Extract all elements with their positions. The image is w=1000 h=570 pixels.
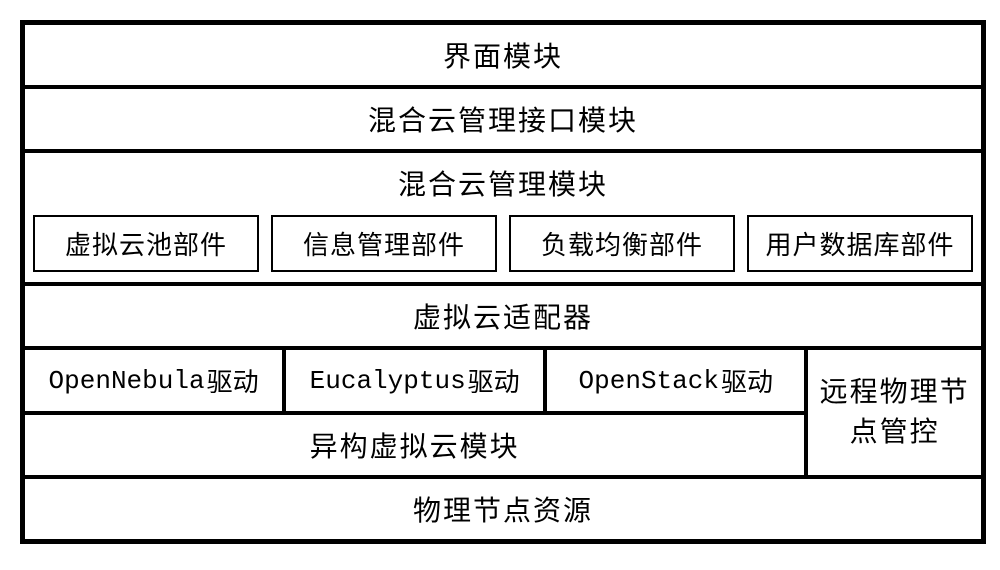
driver-openstack: OpenStack驱动 (545, 348, 806, 413)
driver-cn: 驱动 (207, 362, 259, 399)
driver-en: Eucalyptus (310, 366, 466, 396)
mgmt-components: 虚拟云池部件 信息管理部件 负载均衡部件 用户数据库部件 (25, 211, 981, 282)
mgmt-module-title: 混合云管理模块 (25, 153, 981, 211)
driver-cn: 驱动 (721, 362, 773, 399)
component-load-balance: 负载均衡部件 (509, 215, 735, 272)
drivers-row: OpenNebula驱动 Eucalyptus驱动 OpenStack驱动 (23, 348, 806, 413)
architecture-diagram: 界面模块 混合云管理接口模块 混合云管理模块 虚拟云池部件 信息管理部件 负载均… (20, 20, 986, 544)
row-adapter: 虚拟云适配器 (23, 284, 983, 348)
driver-eucalyptus: Eucalyptus驱动 (284, 348, 545, 413)
driver-en: OpenStack (579, 366, 719, 396)
row-mgmt: 混合云管理模块 虚拟云池部件 信息管理部件 负载均衡部件 用户数据库部件 (23, 151, 983, 284)
mgmt-module: 混合云管理模块 虚拟云池部件 信息管理部件 负载均衡部件 用户数据库部件 (23, 151, 983, 284)
remote-control-label: 远程物理节点管控 (816, 373, 973, 451)
component-user-db: 用户数据库部件 (747, 215, 973, 272)
row-api: 混合云管理接口模块 (23, 87, 983, 151)
hetero-module: 异构虚拟云模块 (23, 413, 806, 477)
ui-module: 界面模块 (23, 23, 983, 87)
remote-control: 远程物理节点管控 (806, 348, 983, 477)
component-info-mgmt: 信息管理部件 (271, 215, 497, 272)
row-physical: 物理节点资源 (23, 477, 983, 541)
api-module: 混合云管理接口模块 (23, 87, 983, 151)
driver-opennebula: OpenNebula驱动 (23, 348, 284, 413)
row-drivers-remote: OpenNebula驱动 Eucalyptus驱动 OpenStack驱动 异构… (23, 348, 983, 477)
component-virtual-pool: 虚拟云池部件 (33, 215, 259, 272)
driver-en: OpenNebula (49, 366, 205, 396)
row-ui: 界面模块 (23, 23, 983, 87)
physical-resources: 物理节点资源 (23, 477, 983, 541)
adapter-module: 虚拟云适配器 (23, 284, 983, 348)
drivers-and-hetero: OpenNebula驱动 Eucalyptus驱动 OpenStack驱动 异构… (23, 348, 806, 477)
driver-cn: 驱动 (468, 362, 520, 399)
